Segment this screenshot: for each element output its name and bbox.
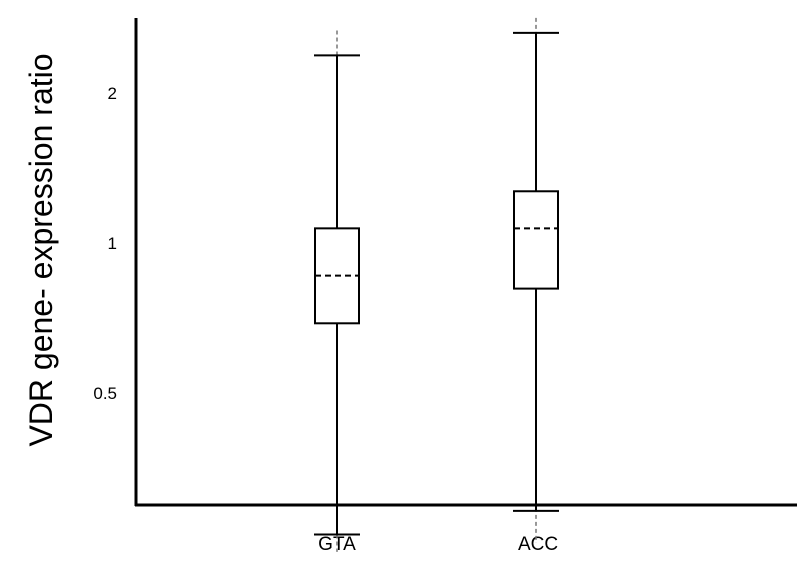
y-tick-label: 2 xyxy=(108,84,117,103)
x-tick-label: ACC xyxy=(518,534,558,555)
y-tick-label: 1 xyxy=(108,234,117,253)
axes xyxy=(134,18,797,507)
boxes xyxy=(314,17,559,552)
box-gta xyxy=(314,30,360,552)
y-axis-label: VDR gene- expression ratio xyxy=(23,53,59,446)
iqr-box xyxy=(513,190,559,290)
y-axis-ticks: 0.5 1 2 xyxy=(93,84,117,403)
x-axis-ticks: GTA ACC xyxy=(318,534,558,555)
box-acc xyxy=(513,17,559,543)
y-tick-label: 0.5 xyxy=(93,384,117,403)
